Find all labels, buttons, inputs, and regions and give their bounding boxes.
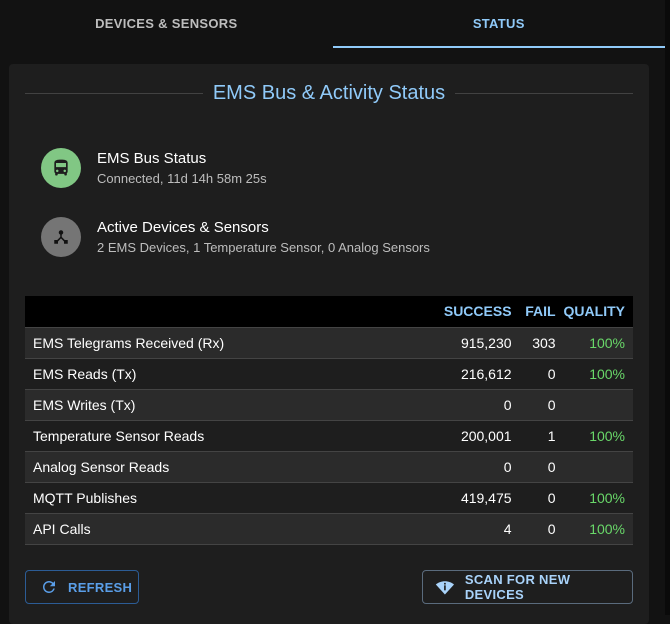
tab-status[interactable]: STATUS <box>332 0 666 48</box>
status-card: EMS Bus & Activity Status EMS Bus Status… <box>9 64 649 624</box>
activity-table: SUCCESS FAIL QUALITY EMS Telegrams Recei… <box>25 296 633 545</box>
list-item-active-devices: Active Devices & Sensors 2 EMS Devices, … <box>41 217 430 257</box>
item-subtitle: Connected, 11d 14h 58m 25s <box>97 171 267 186</box>
item-title: EMS Bus Status <box>97 150 207 167</box>
quality: 100% <box>589 427 625 444</box>
device-hub-icon <box>54 230 68 244</box>
item-title: Active Devices & Sensors <box>97 219 269 236</box>
item-subtitle: 2 EMS Devices, 1 Temperature Sensor, 0 A… <box>97 240 430 255</box>
column-header-fail: FAIL <box>525 303 556 320</box>
refresh-icon <box>43 581 55 593</box>
quality: 100% <box>589 489 625 506</box>
row-label: Analog Sensor Reads <box>33 458 170 475</box>
list-item-bus-status: EMS Bus Status Connected, 11d 14h 58m 25… <box>41 148 267 188</box>
table-row: Temperature Sensor Reads 200,001 1 100% <box>25 420 633 451</box>
row-label: EMS Reads (Tx) <box>33 365 137 382</box>
divider <box>455 93 633 94</box>
tab-devices-sensors[interactable]: DEVICES & SENSORS <box>95 15 238 31</box>
success-count: 4 <box>503 520 512 537</box>
fail-count: 0 <box>547 396 556 413</box>
quality: 100% <box>589 334 625 351</box>
quality <box>560 389 633 420</box>
tab-bar: DEVICES & SENSORS STATUS <box>0 0 665 48</box>
fail-count: 0 <box>547 458 556 475</box>
scan-for-new-devices-button[interactable]: SCAN FOR NEW DEVICES <box>422 570 633 604</box>
fail-count: 0 <box>547 365 556 382</box>
quality: 100% <box>589 520 625 537</box>
success-count: 200,001 <box>460 427 512 444</box>
success-count: 216,612 <box>460 365 512 382</box>
success-count: 915,230 <box>460 334 512 351</box>
card-header: EMS Bus & Activity Status <box>25 82 633 105</box>
fail-count: 303 <box>532 334 556 351</box>
fail-count: 0 <box>547 520 556 537</box>
table-header: SUCCESS FAIL QUALITY <box>25 296 633 327</box>
table-row: Analog Sensor Reads 0 0 <box>25 451 633 482</box>
row-label: EMS Telegrams Received (Rx) <box>33 334 225 351</box>
table-row: MQTT Publishes 419,475 0 100% <box>25 482 633 513</box>
column-header-success: SUCCESS <box>443 303 512 320</box>
row-label: EMS Writes (Tx) <box>33 396 136 413</box>
table-row: EMS Telegrams Received (Rx) 915,230 303 100… <box>25 327 633 358</box>
refresh-button[interactable]: REFRESH <box>25 570 139 604</box>
bus-icon <box>54 159 68 176</box>
fail-count: 1 <box>547 427 556 444</box>
row-label: Temperature Sensor Reads <box>33 427 205 444</box>
avatar <box>41 217 81 257</box>
page-title: EMS Bus & Activity Status <box>212 82 446 104</box>
table-row: API Calls 4 0 100% <box>25 513 633 544</box>
success-count: 419,475 <box>460 489 512 506</box>
table-row: EMS Writes (Tx) 0 0 <box>25 389 633 420</box>
quality: 100% <box>589 365 625 382</box>
column-header-quality: QUALITY <box>563 303 625 320</box>
success-count: 0 <box>503 396 512 413</box>
wifi-info-icon <box>435 581 455 595</box>
scan-label: SCAN FOR NEW DEVICES <box>464 572 571 602</box>
refresh-label: REFRESH <box>68 579 133 595</box>
row-label: API Calls <box>33 520 91 537</box>
avatar <box>41 148 81 188</box>
fail-count: 0 <box>547 489 556 506</box>
column-header-name <box>25 296 430 327</box>
scrollbar[interactable] <box>665 0 670 615</box>
row-label: MQTT Publishes <box>33 489 137 506</box>
quality <box>560 451 633 482</box>
divider <box>25 93 203 94</box>
success-count: 0 <box>503 458 512 475</box>
table-row: EMS Reads (Tx) 216,612 0 100% <box>25 358 633 389</box>
